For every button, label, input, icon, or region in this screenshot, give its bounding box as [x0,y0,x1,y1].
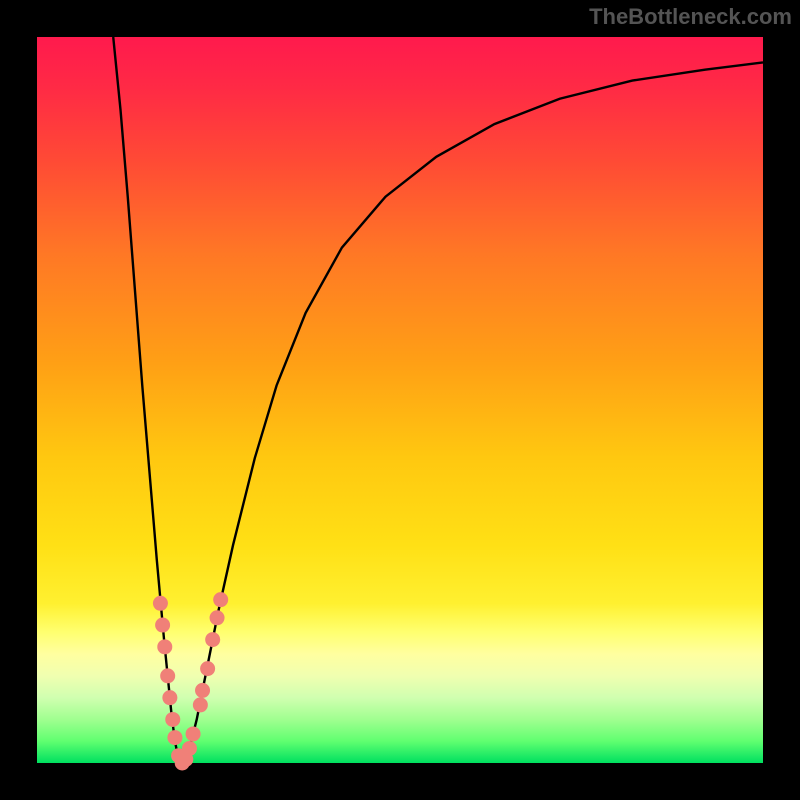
bottleneck-chart [0,0,800,800]
watermark-text: TheBottleneck.com [589,4,792,30]
data-marker [160,668,175,683]
data-marker [200,661,215,676]
data-marker [205,632,220,647]
data-marker [193,697,208,712]
data-marker [186,726,201,741]
data-marker [167,730,182,745]
data-marker [155,618,170,633]
chart-background [37,37,763,763]
data-marker [210,610,225,625]
data-marker [157,639,172,654]
data-marker [182,741,197,756]
data-marker [162,690,177,705]
data-marker [213,592,228,607]
data-marker [165,712,180,727]
data-marker [153,596,168,611]
data-marker [195,683,210,698]
